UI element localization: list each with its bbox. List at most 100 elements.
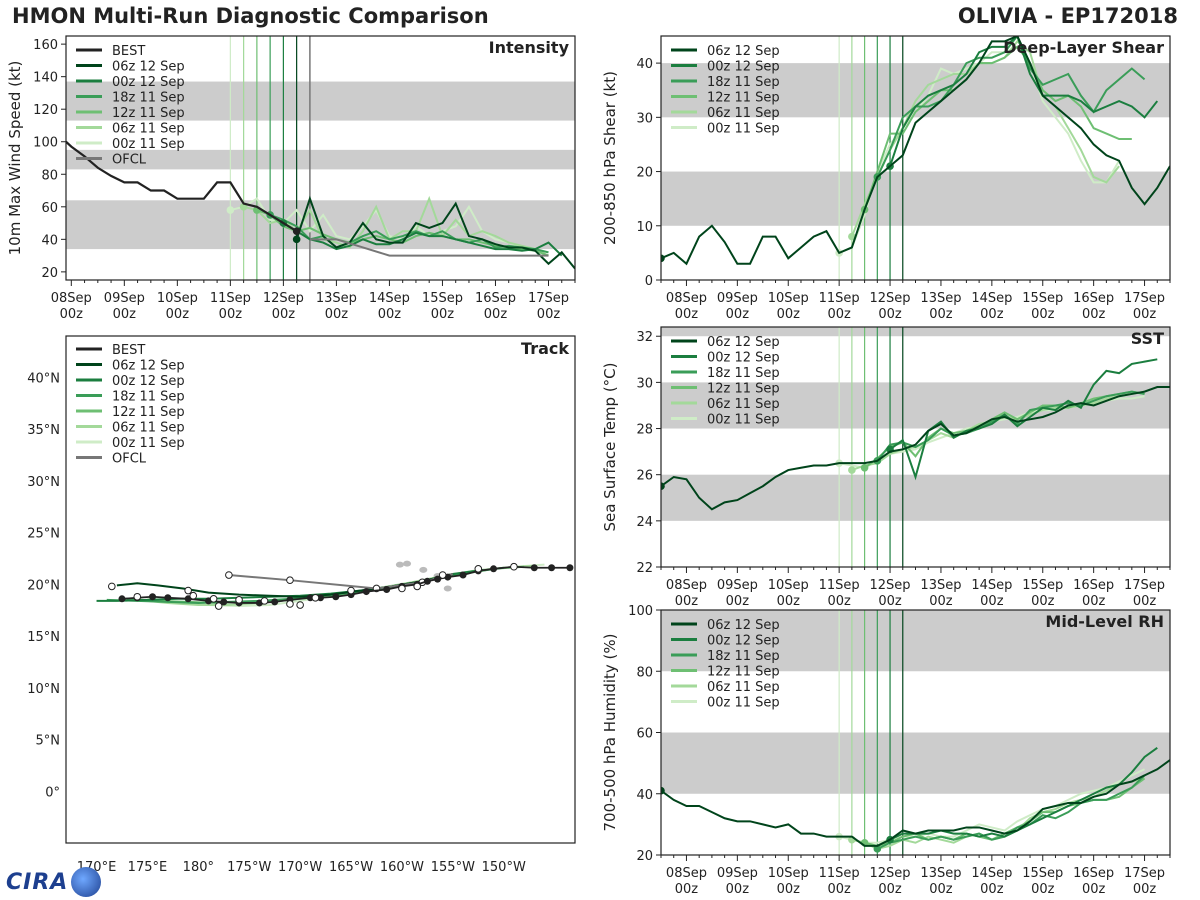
- legend-label: 06z 12 Sep: [707, 618, 780, 633]
- x-tick-label-date: 09Sep: [104, 291, 145, 306]
- island-land: [395, 561, 404, 568]
- x-tick-label-date: 14Sep: [971, 578, 1012, 593]
- x-tick-label-date: 08Sep: [51, 291, 92, 306]
- y-axis-label: 200-850 hPa Shear (kt): [601, 71, 619, 245]
- series-start-point: [848, 466, 856, 474]
- x-tick-label-hour: 00z: [980, 594, 1004, 609]
- best-track-point: [566, 564, 574, 572]
- lon-tick-label: 170°W: [278, 860, 322, 875]
- x-tick-label-hour: 00z: [1082, 882, 1106, 897]
- legend-label: 00z 12 Sep: [707, 60, 780, 75]
- x-tick-label-hour: 00z: [537, 307, 561, 322]
- forecast-point: [260, 597, 269, 605]
- threshold-band: [661, 327, 1170, 337]
- x-tick-label-date: 11Sep: [819, 578, 860, 593]
- x-tick-label-hour: 00z: [726, 307, 750, 322]
- y-tick-label: 32: [636, 330, 653, 345]
- y-tick-label: 100: [628, 604, 653, 619]
- x-tick-label-hour: 00z: [675, 594, 699, 609]
- x-tick-label-hour: 00z: [675, 882, 699, 897]
- x-tick-label-hour: 00z: [878, 594, 902, 609]
- best-track-point: [548, 564, 556, 572]
- y-tick-label: 140: [33, 71, 58, 86]
- forecast-point: [133, 592, 142, 601]
- series-start-point: [661, 482, 665, 491]
- x-tick-label-hour: 00z: [1031, 594, 1055, 609]
- x-tick-label-hour: 00z: [980, 307, 1004, 322]
- x-tick-label-date: 11Sep: [210, 291, 251, 306]
- series-start-point: [292, 235, 301, 244]
- lat-tick-label: 0°: [45, 785, 60, 800]
- track-chart: 40°N35°N30°N25°N20°N15°N10°N5°N0°170°E 17…: [27, 335, 576, 875]
- best-line: [66, 140, 298, 233]
- sst-chart: 22242628303208Sep00z09Sep00z10Sep00z11Se…: [601, 326, 1171, 609]
- series-line-00z-12-sep: [889, 747, 1158, 841]
- x-tick-label-date: 11Sep: [819, 866, 860, 881]
- x-tick-label-hour: 00z: [726, 882, 750, 897]
- best-track-point: [271, 598, 279, 606]
- legend-label: BEST: [112, 343, 145, 358]
- legend-label: 00z 11 Sep: [112, 137, 185, 152]
- x-tick-label-date: 13Sep: [920, 291, 961, 306]
- legend-label: 00z 12 Sep: [112, 75, 185, 90]
- x-tick-label-date: 12Sep: [870, 291, 911, 306]
- x-tick-label-hour: 00z: [1133, 307, 1157, 322]
- x-tick-label-hour: 00z: [929, 307, 953, 322]
- y-tick-label: 80: [636, 665, 653, 680]
- lat-tick-label: 30°N: [27, 475, 60, 490]
- best-track-point: [362, 588, 370, 596]
- best-track-point: [164, 594, 172, 602]
- x-tick-label-date: 12Sep: [870, 578, 911, 593]
- series-line-06z-12-sep: [295, 195, 575, 270]
- series-start-point: [661, 786, 665, 795]
- x-tick-label-date: 08Sep: [666, 578, 707, 593]
- map-background: [66, 336, 575, 843]
- forecast-point: [184, 586, 192, 595]
- threshold-band: [661, 171, 1170, 226]
- legend-label: 12z 11 Sep: [707, 665, 780, 680]
- x-tick-label-date: 15Sep: [1022, 578, 1063, 593]
- x-tick-label-hour: 00z: [113, 307, 137, 322]
- legend-label: 06z 11 Sep: [707, 680, 780, 695]
- forecast-point: [438, 571, 447, 579]
- x-tick-label-date: 15Sep: [1022, 291, 1063, 306]
- best-track-point: [383, 586, 391, 593]
- legend-label: 18z 11 Sep: [707, 649, 780, 664]
- series-line-12z-11-sep: [864, 390, 1145, 469]
- x-tick-label-date: 17Sep: [528, 291, 569, 306]
- x-tick-label-date: 12Sep: [870, 866, 911, 881]
- legend-label: 00z 12 Sep: [707, 634, 780, 649]
- best-track-point: [220, 598, 228, 606]
- x-tick-label-hour: 00z: [929, 594, 953, 609]
- series-start-point: [860, 463, 869, 472]
- chart-title: Track: [521, 339, 569, 358]
- legend-label: 00z 12 Sep: [112, 374, 185, 389]
- x-tick-label-date: 09Sep: [717, 866, 758, 881]
- legend-label: 00z 11 Sep: [707, 696, 780, 711]
- x-tick-label-date: 16Sep: [475, 291, 516, 306]
- series-line-06z-12-sep: [661, 759, 1170, 847]
- rh-chart: 2040608010008Sep00z09Sep00z10Sep00z11Sep…: [601, 604, 1171, 897]
- lon-tick-label: 165°W: [329, 860, 373, 875]
- forecast-point: [510, 562, 518, 571]
- x-tick-label-hour: 00z: [1031, 307, 1055, 322]
- plot-area: [661, 358, 1170, 511]
- y-tick-label: 30: [636, 376, 653, 391]
- x-tick-label-hour: 00z: [777, 594, 801, 609]
- chart-title: Deep-Layer Shear: [1003, 38, 1164, 57]
- x-tick-label-date: 12Sep: [263, 291, 304, 306]
- series-start-point: [661, 254, 665, 263]
- x-tick-label-date: 10Sep: [768, 291, 809, 306]
- x-tick-label-hour: 00z: [1082, 594, 1106, 609]
- x-tick-label-date: 10Sep: [768, 578, 809, 593]
- globe-icon: [71, 867, 102, 897]
- island-land: [403, 560, 412, 567]
- y-tick-label: 26: [636, 469, 653, 484]
- threshold-band: [66, 81, 575, 121]
- x-tick-label-date: 08Sep: [666, 291, 707, 306]
- y-tick-label: 0: [645, 274, 653, 289]
- cira-logo-text: CIRA: [6, 869, 69, 895]
- x-tick-label-hour: 00z: [726, 594, 750, 609]
